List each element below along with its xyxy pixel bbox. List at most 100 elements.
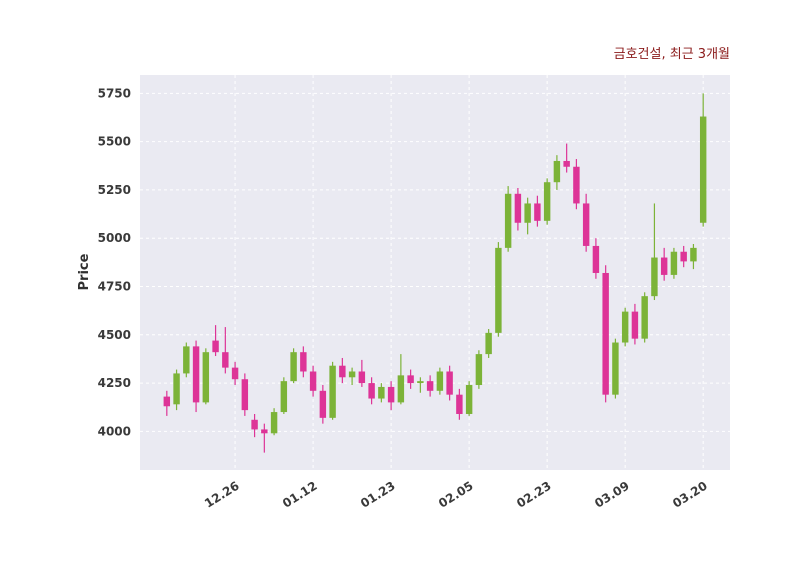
candle bbox=[582, 193, 590, 252]
x-tick-label: 12.26 bbox=[202, 479, 242, 511]
y-tick-label: 5250 bbox=[98, 183, 131, 197]
x-tick-label: 01.23 bbox=[358, 479, 398, 511]
candle-body bbox=[329, 365, 336, 418]
candle-body bbox=[573, 166, 580, 204]
candle-body bbox=[641, 296, 648, 339]
candle-body bbox=[407, 375, 414, 384]
y-tick-label: 4500 bbox=[98, 328, 131, 342]
candle-body bbox=[699, 116, 707, 223]
candle bbox=[631, 303, 639, 345]
candle bbox=[300, 346, 307, 378]
candle-body bbox=[231, 367, 239, 380]
candle-body bbox=[348, 371, 356, 378]
candle bbox=[348, 367, 356, 386]
candle-body bbox=[660, 257, 668, 275]
candle bbox=[358, 359, 366, 387]
candle bbox=[417, 377, 424, 393]
candle bbox=[339, 357, 346, 384]
candle bbox=[270, 408, 278, 436]
candle bbox=[602, 265, 609, 403]
x-tick-label: 03.09 bbox=[592, 479, 632, 511]
candle bbox=[465, 381, 473, 416]
candle bbox=[426, 375, 434, 397]
candle-body bbox=[270, 412, 278, 434]
candle bbox=[387, 381, 395, 411]
candle bbox=[163, 390, 171, 416]
x-tick-label: 02.23 bbox=[514, 479, 554, 511]
candle bbox=[329, 361, 336, 420]
candle-body bbox=[631, 311, 639, 339]
candle bbox=[212, 325, 219, 357]
candle-body bbox=[397, 375, 405, 403]
candle bbox=[495, 242, 502, 337]
candle bbox=[699, 93, 707, 227]
candle bbox=[680, 245, 687, 268]
candle-body bbox=[553, 160, 561, 183]
candle-body bbox=[534, 203, 541, 221]
candle bbox=[563, 143, 570, 173]
chart-title: 금호건설, 최근 3개월 bbox=[614, 47, 730, 62]
candle-body bbox=[436, 371, 444, 391]
candle-body bbox=[202, 352, 210, 403]
candle bbox=[524, 197, 531, 235]
candle-body bbox=[368, 383, 375, 399]
candle-body bbox=[358, 371, 366, 384]
candle-body bbox=[251, 419, 258, 430]
candle bbox=[378, 383, 385, 403]
candle-body bbox=[319, 390, 327, 418]
y-tick-label: 4250 bbox=[98, 376, 131, 390]
candle-body bbox=[465, 385, 473, 414]
candle bbox=[290, 348, 297, 384]
candle bbox=[251, 413, 258, 438]
candle bbox=[397, 354, 405, 405]
candle bbox=[280, 377, 288, 414]
candle bbox=[202, 348, 210, 405]
candle bbox=[407, 369, 414, 389]
y-tick-label: 4000 bbox=[98, 424, 131, 438]
y-tick-label: 5500 bbox=[98, 135, 131, 149]
candle bbox=[183, 342, 190, 378]
candle-body bbox=[680, 251, 687, 262]
candle-body bbox=[300, 352, 307, 372]
candle bbox=[192, 340, 200, 413]
candle bbox=[534, 195, 541, 227]
plot-area bbox=[140, 75, 730, 470]
candle-body bbox=[280, 381, 288, 413]
y-axis-label: Price bbox=[77, 253, 92, 290]
candle-body bbox=[602, 272, 609, 395]
candle bbox=[309, 365, 317, 397]
candle bbox=[690, 244, 697, 270]
candle bbox=[436, 367, 444, 395]
candle-body bbox=[241, 379, 249, 411]
candle-body bbox=[261, 429, 268, 434]
candle bbox=[573, 159, 580, 210]
candle-body bbox=[524, 203, 531, 223]
candle bbox=[456, 388, 463, 420]
candle-body bbox=[612, 342, 619, 395]
candle bbox=[319, 385, 327, 424]
candle bbox=[621, 307, 629, 347]
candle-body bbox=[582, 203, 590, 246]
candle-body bbox=[475, 354, 483, 386]
candle bbox=[504, 186, 512, 252]
candle-body bbox=[621, 311, 629, 343]
candle-body bbox=[651, 257, 658, 297]
candle bbox=[660, 247, 668, 281]
y-tick-label: 5750 bbox=[98, 86, 131, 100]
candle-body bbox=[690, 247, 697, 262]
candle-body bbox=[504, 193, 512, 248]
candle bbox=[670, 247, 678, 279]
candle bbox=[543, 178, 551, 225]
candle bbox=[446, 365, 453, 401]
candle-body bbox=[387, 386, 395, 403]
candle-body bbox=[309, 371, 317, 391]
candle-body bbox=[192, 346, 200, 403]
x-tick-label: 01.12 bbox=[280, 479, 320, 511]
y-tick-label: 4750 bbox=[98, 280, 131, 294]
candle bbox=[592, 238, 600, 279]
candle-body bbox=[495, 247, 502, 333]
candle-body bbox=[212, 340, 219, 353]
